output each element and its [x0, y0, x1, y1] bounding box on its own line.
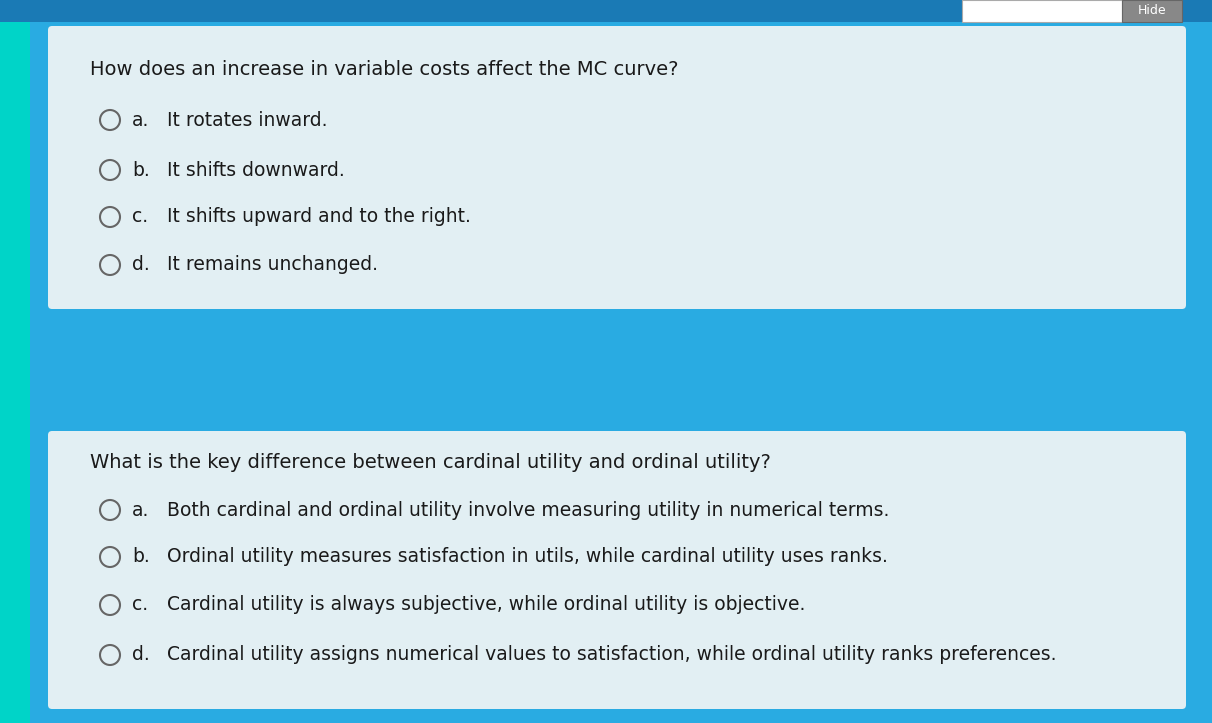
- FancyBboxPatch shape: [0, 0, 1212, 22]
- FancyBboxPatch shape: [0, 0, 30, 723]
- Text: Both cardinal and ordinal utility involve measuring utility in numerical terms.: Both cardinal and ordinal utility involv…: [167, 500, 890, 520]
- Text: It shifts downward.: It shifts downward.: [167, 161, 344, 179]
- Text: It shifts upward and to the right.: It shifts upward and to the right.: [167, 208, 471, 226]
- Text: Cardinal utility assigns numerical values to satisfaction, while ordinal utility: Cardinal utility assigns numerical value…: [167, 646, 1057, 664]
- Text: How does an increase in variable costs affect the MC curve?: How does an increase in variable costs a…: [90, 60, 679, 79]
- FancyBboxPatch shape: [48, 26, 1187, 309]
- Text: c.: c.: [132, 208, 148, 226]
- Text: Ordinal utility measures satisfaction in utils, while cardinal utility uses rank: Ordinal utility measures satisfaction in…: [167, 547, 888, 567]
- Text: d.: d.: [132, 255, 150, 275]
- Text: Cardinal utility is always subjective, while ordinal utility is objective.: Cardinal utility is always subjective, w…: [167, 596, 806, 615]
- Text: It remains unchanged.: It remains unchanged.: [167, 255, 378, 275]
- Text: What is the key difference between cardinal utility and ordinal utility?: What is the key difference between cardi…: [90, 453, 771, 472]
- Text: b.: b.: [132, 547, 150, 567]
- Text: c.: c.: [132, 596, 148, 615]
- FancyBboxPatch shape: [1122, 0, 1182, 22]
- FancyBboxPatch shape: [962, 0, 1122, 22]
- Text: b.: b.: [132, 161, 150, 179]
- FancyBboxPatch shape: [48, 431, 1187, 709]
- Text: It rotates inward.: It rotates inward.: [167, 111, 327, 129]
- Text: a.: a.: [132, 111, 149, 129]
- Text: Hide: Hide: [1138, 4, 1166, 17]
- Text: d.: d.: [132, 646, 150, 664]
- Text: a.: a.: [132, 500, 149, 520]
